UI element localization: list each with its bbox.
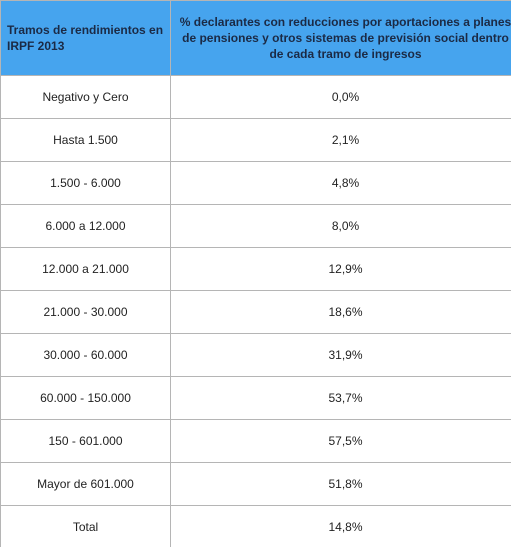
percentage: 57,5%: [170, 419, 511, 463]
income-bracket: 6.000 a 12.000: [0, 204, 171, 248]
table-row: 150 - 601.000 57,5%: [0, 419, 511, 463]
percentage: 2,1%: [170, 118, 511, 162]
header-cell: % declarantes con reducciones por aporta…: [170, 0, 511, 76]
table-row: Negativo y Cero 0,0%: [0, 75, 511, 119]
percentage: 4,8%: [170, 161, 511, 205]
percentage: 18,6%: [170, 290, 511, 334]
table-header: Tramos de rendimientos en IRPF 2013 % de…: [0, 0, 511, 76]
income-bracket: Mayor de 601.000: [0, 462, 171, 506]
percentage: 12,9%: [170, 247, 511, 291]
table-row: Total 14,8%: [0, 505, 511, 547]
percentage: 53,7%: [170, 376, 511, 420]
percentage: 14,8%: [170, 505, 511, 547]
percentage: 31,9%: [170, 333, 511, 377]
table-row: 60.000 - 150.000 53,7%: [0, 376, 511, 420]
income-bracket: 30.000 - 60.000: [0, 333, 171, 377]
income-bracket: 150 - 601.000: [0, 419, 171, 463]
table-row: 1.500 - 6.000 4,8%: [0, 161, 511, 205]
percentage: 8,0%: [170, 204, 511, 248]
table-row: 12.000 a 21.000 12,9%: [0, 247, 511, 291]
table-row: 6.000 a 12.000 8,0%: [0, 204, 511, 248]
header-cell: Tramos de rendimientos en IRPF 2013: [0, 0, 171, 76]
income-bracket: Hasta 1.500: [0, 118, 171, 162]
income-bracket: 12.000 a 21.000: [0, 247, 171, 291]
table-row: 30.000 - 60.000 31,9%: [0, 333, 511, 377]
income-bracket: 1.500 - 6.000: [0, 161, 171, 205]
income-bracket: 21.000 - 30.000: [0, 290, 171, 334]
income-bracket: 60.000 - 150.000: [0, 376, 171, 420]
percentage: 51,8%: [170, 462, 511, 506]
income-bracket: Total: [0, 505, 171, 547]
percentage: 0,0%: [170, 75, 511, 119]
table-row: Mayor de 601.000 51,8%: [0, 462, 511, 506]
table-row: Hasta 1.500 2,1%: [0, 118, 511, 162]
table-body: Negativo y Cero 0,0% Hasta 1.500 2,1% 1.500 …: [0, 75, 511, 547]
header-row: Tramos de rendimientos en IRPF 2013 % de…: [0, 0, 511, 76]
table-row: 21.000 - 30.000 18,6%: [0, 290, 511, 334]
income-bracket: Negativo y Cero: [0, 75, 171, 119]
